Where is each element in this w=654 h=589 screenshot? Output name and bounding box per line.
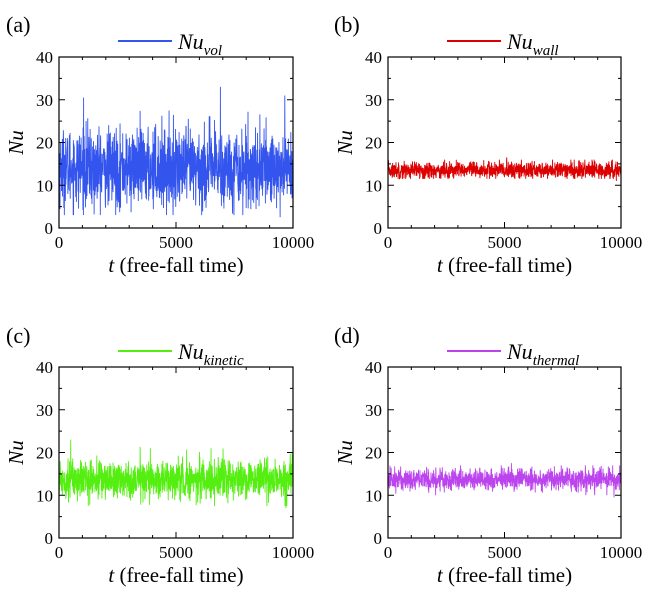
x-tick-label: 0 <box>55 233 64 252</box>
x-tick-label: 0 <box>384 233 393 252</box>
x-tick-label: 10000 <box>600 233 643 252</box>
panel-label: (b) <box>334 12 360 37</box>
y-tick-label: 0 <box>45 529 54 548</box>
x-axis-label: t (free-fall time) <box>108 253 243 277</box>
panel-d: (d) Nuthermal 0 10 20 30 40 0 5000 10000 t (free-f… <box>333 323 642 587</box>
panel-a: (a) Nuvol 0 10 20 30 40 0 5000 10000 t (free-fall … <box>4 12 314 277</box>
series-line <box>58 86 294 218</box>
y-tick-label: 30 <box>36 91 53 110</box>
x-tick-label: 0 <box>55 543 64 562</box>
y-tick-label: 30 <box>365 91 382 110</box>
y-tick-label: 10 <box>36 486 53 505</box>
y-tick-label: 10 <box>365 486 382 505</box>
x-tick-label: 5000 <box>159 543 193 562</box>
panel-label: (d) <box>334 323 360 348</box>
legend-label: Nuwall <box>506 29 559 59</box>
x-tick-label: 10000 <box>600 543 643 562</box>
legend-label: Nuthermal <box>506 339 579 369</box>
y-tick-label: 0 <box>374 219 383 238</box>
plot-frame <box>387 366 622 539</box>
y-tick-label: 40 <box>36 48 53 67</box>
panel-c: (c) Nukinetic 0 10 20 30 40 0 5000 10000 t (free-f… <box>4 323 314 587</box>
panel-label: (c) <box>6 323 30 348</box>
y-tick-label: 20 <box>36 134 53 153</box>
legend-label: Nukinetic <box>177 339 244 369</box>
x-tick-label: 5000 <box>488 543 522 562</box>
y-axis-label: Nu <box>4 440 28 466</box>
y-tick-label: 30 <box>365 401 382 420</box>
y-tick-label: 20 <box>365 134 382 153</box>
x-axis-label: t (free-fall time) <box>437 563 572 587</box>
x-axis-label: t (free-fall time) <box>437 253 572 277</box>
plot-frame <box>387 56 622 229</box>
x-tick-label: 10000 <box>272 233 315 252</box>
x-tick-label: 5000 <box>159 233 193 252</box>
y-tick-label: 30 <box>36 401 53 420</box>
y-tick-label: 40 <box>365 48 382 67</box>
series-line <box>387 463 622 498</box>
y-tick-label: 40 <box>36 358 53 377</box>
y-axis-label: Nu <box>4 130 28 156</box>
panel-b: (b) Nuwall 0 10 20 30 40 0 5000 10000 t (free-fall… <box>333 12 642 277</box>
y-tick-label: 10 <box>365 176 382 195</box>
x-axis-label: t (free-fall time) <box>108 563 243 587</box>
x-tick-label: 0 <box>384 543 393 562</box>
panel-label: (a) <box>6 12 30 37</box>
legend-label: Nuvol <box>177 29 222 59</box>
y-tick-label: 0 <box>45 219 54 238</box>
y-axis-label: Nu <box>333 130 357 156</box>
y-tick-label: 20 <box>365 444 382 463</box>
series-line <box>58 439 294 509</box>
plot-frame <box>58 366 294 539</box>
y-axis-label: Nu <box>333 440 357 466</box>
x-tick-label: 5000 <box>488 233 522 252</box>
y-tick-label: 20 <box>36 444 53 463</box>
y-tick-label: 0 <box>374 529 383 548</box>
y-tick-label: 10 <box>36 176 53 195</box>
y-tick-label: 40 <box>365 358 382 377</box>
series-line <box>387 157 622 181</box>
x-tick-label: 10000 <box>272 543 315 562</box>
